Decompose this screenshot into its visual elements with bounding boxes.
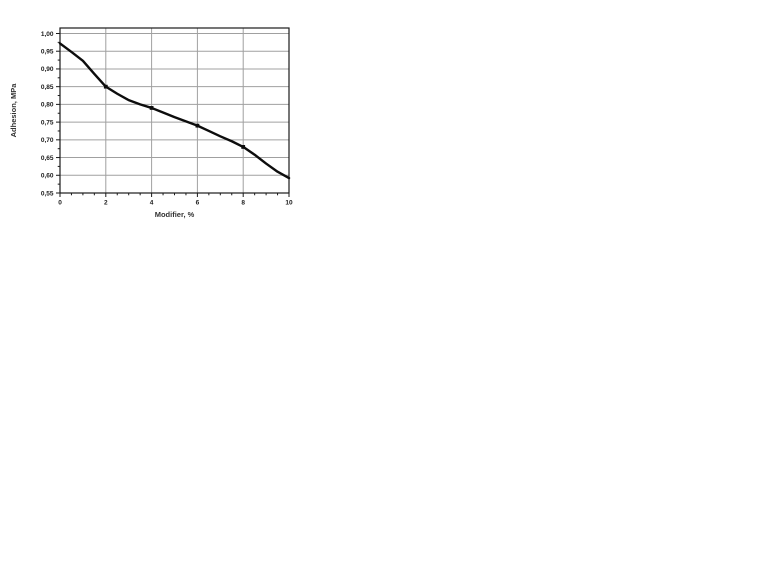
data-point-marker — [195, 123, 200, 128]
chart-plot-svg: 0,55 0,60 0,65 0,70 0,75 0,80 0,85 0,90 0,95 1,00… — [9, 27, 293, 219]
y-tick-label: 1,00 — [41, 31, 54, 38]
data-point-marker — [103, 84, 108, 89]
y-tick-label: 0,85 — [41, 84, 54, 91]
plot-frame — [59, 27, 290, 194]
y-tick-label: 0,65 — [41, 155, 54, 162]
y-tick-label: 0,70 — [41, 137, 54, 144]
x-tick-label: 6 — [196, 200, 200, 207]
adhesion-vs-modifier-chart: 0,55 0,60 0,65 0,70 0,75 0,80 0,85 0,90 0,95 1,00… — [0, 0, 320, 235]
x-tick-label: 2 — [104, 200, 108, 207]
y-tick-label: 0,75 — [41, 119, 54, 126]
data-point-marker — [149, 106, 154, 110]
y-axis-title: Adhesion, MPa — [9, 83, 18, 138]
x-tick-label: 4 — [150, 200, 154, 207]
data-curve — [58, 42, 291, 180]
x-axis-title: Modifier, % — [155, 210, 195, 219]
x-tick-label: 10 — [285, 200, 293, 207]
y-tick-label: 0,90 — [41, 66, 54, 73]
y-tick-label: 0,95 — [41, 49, 54, 56]
y-tick-label: 0,80 — [41, 102, 54, 109]
y-tick-label: 0,55 — [41, 190, 54, 197]
x-tick-label: 0 — [58, 200, 62, 207]
y-tick-label: 0,60 — [41, 173, 54, 180]
x-tick-label: 8 — [241, 200, 245, 207]
data-point-marker — [241, 145, 246, 149]
